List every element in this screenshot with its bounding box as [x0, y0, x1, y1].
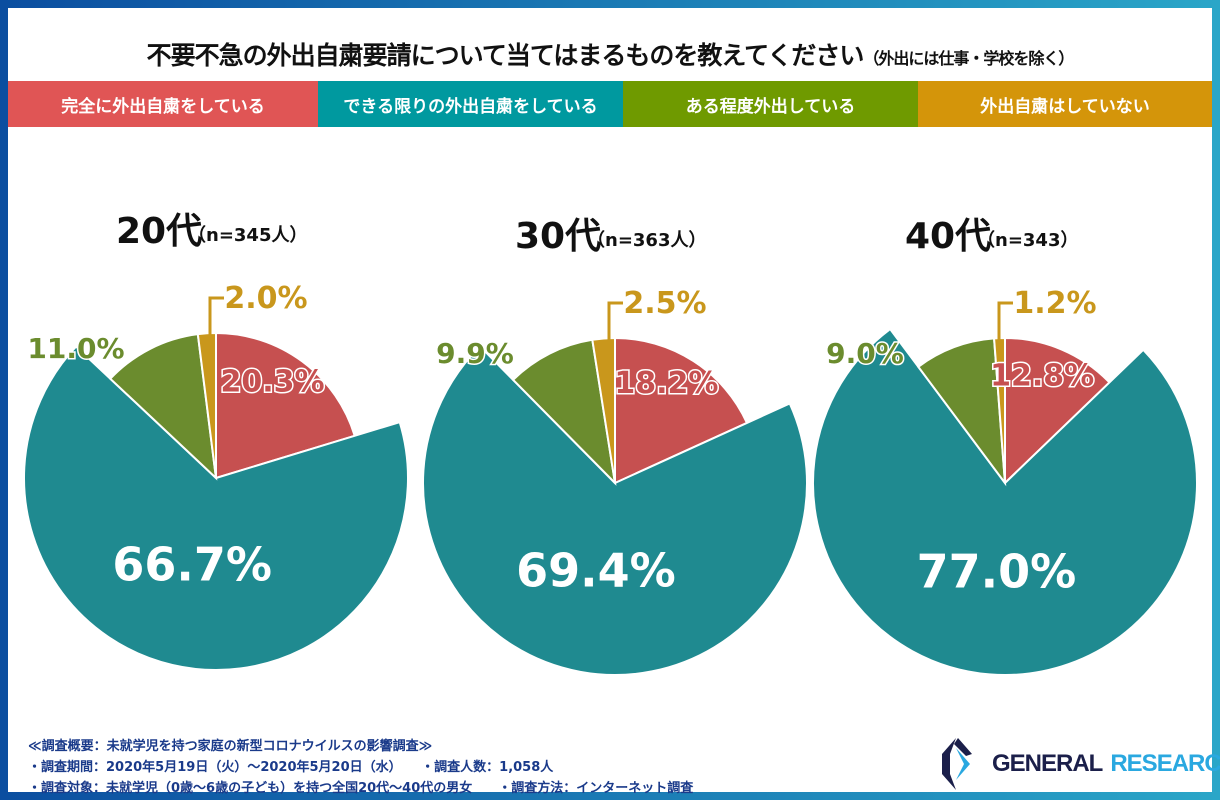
logo-word-research: RESEARCH	[1110, 750, 1220, 777]
legend: 完全に外出自粛をしている できる限りの外出自粛をしている ある程度外出している 外出自…	[8, 81, 1212, 127]
pie-title: 40代	[905, 216, 991, 257]
footnote-line: ≪調査概要：未就学児を持つ家庭の新型コロナウイルスの影響調査≫	[28, 739, 433, 754]
pie-slice	[916, 337, 1007, 487]
pie-30代: 30代（n=363人） 18.2% 69.4% 9.9% 2.5%	[422, 216, 808, 676]
data-label: 1.2%	[1013, 286, 1096, 321]
pie-title: 30代	[515, 216, 601, 257]
footnote-count: ・調査人数：1,058人	[421, 760, 554, 775]
pie-slice	[614, 336, 749, 485]
footnote-target: ・調査対象：未就学児（0歳～6歳の子ども）を持つ全国20代～40代の男女	[28, 781, 473, 796]
pie-slice	[422, 344, 808, 676]
pie-slice	[108, 333, 218, 481]
general-research-logo: GENERAL RESEARCH	[928, 736, 1220, 792]
pie-slice	[591, 336, 616, 484]
data-label: 12.8%	[990, 359, 1094, 394]
data-label: 2.5%	[623, 286, 706, 321]
legend-item: ある程度外出している	[623, 81, 918, 127]
pie-n: （n=345人）	[188, 225, 307, 246]
pie-n: （n=363人）	[587, 230, 706, 251]
leader-line	[208, 296, 224, 336]
footnote-method: ・調査方法：インターネット調査	[498, 781, 694, 796]
survey-footnote: ≪調査概要：未就学児を持つ家庭の新型コロナウイルスの影響調査≫ ・調査期間：20…	[28, 736, 693, 799]
data-label: 69.4%	[516, 543, 676, 597]
legend-item: 完全に外出自粛をしている	[8, 81, 318, 127]
data-label: 2.0%	[224, 281, 307, 316]
leader-line	[607, 301, 623, 341]
pie-slice	[1004, 336, 1111, 486]
data-label: 66.7%	[112, 537, 272, 591]
logo-word-general: GENERAL	[992, 750, 1103, 777]
logo-icon	[942, 738, 972, 790]
pie-slice	[812, 327, 1198, 676]
chart-subtitle: （外出には仕事・学校を除く）	[863, 49, 1074, 68]
pie-charts: 20代（n=345人） 20.3% 66.7% 11.0% 2.0% 30代（n=363人…	[23, 211, 1198, 676]
data-label: 20.3%	[221, 365, 325, 400]
chart-frame: 不要不急の外出自粛要請について当てはまるものを教えてください（外出には仕事・学校…	[8, 8, 1220, 796]
pie-40代: 40代（n=343） 12.8% 77.0% 9.0% 1.2%	[812, 216, 1198, 676]
legend-item: できる限りの外出自粛をしている	[318, 81, 623, 127]
pie-slice	[196, 331, 217, 479]
data-label: 11.0%	[27, 332, 124, 365]
pie-20代: 20代（n=345人） 20.3% 66.7% 11.0% 2.0%	[23, 211, 409, 671]
footnote-period: ・調査期間：2020年5月19日（火）～2020年5月20日（水）	[28, 760, 396, 775]
data-label: 77.0%	[917, 545, 1077, 599]
data-label: 18.2%	[614, 366, 718, 401]
legend-item: 外出自粛はしていない	[918, 81, 1212, 127]
chart-title: 不要不急の外出自粛要請について当てはまるものを教えてください（外出には仕事・学校…	[146, 41, 1075, 70]
data-label: 9.9%	[436, 337, 514, 370]
pie-slice	[511, 338, 617, 486]
data-label: 9.0%	[826, 337, 904, 370]
pie-slice	[215, 331, 356, 480]
leader-line	[997, 301, 1013, 341]
pie-title: 20代	[116, 211, 202, 252]
pie-slice	[23, 345, 409, 671]
pie-n: （n=343）	[977, 230, 1078, 251]
